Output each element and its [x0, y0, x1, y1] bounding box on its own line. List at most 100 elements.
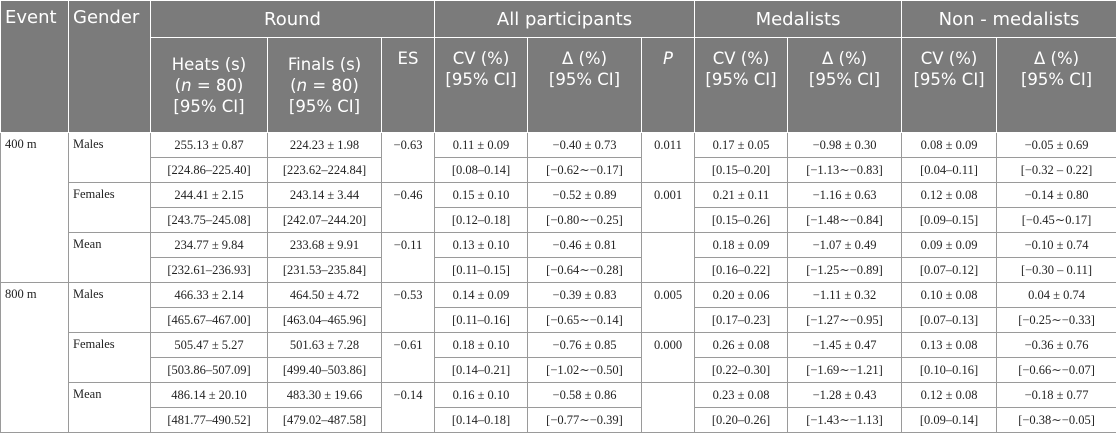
all-delta-ci: [−0.65∼−0.14] — [528, 308, 642, 333]
med-delta-ci: [−1.13∼−0.83] — [788, 158, 902, 183]
table-row-ci: [481.77–490.52] [479.02–487.58] [0.14–0.… — [1, 408, 1116, 433]
table-row-ci: [232.61–236.93] [231.53–235.84] [0.11–0.… — [1, 258, 1116, 283]
heats-ci: [503.86–507.09] — [151, 358, 268, 383]
med-delta-ci: [−1.27∼−0.95] — [788, 308, 902, 333]
non-cv-value: 0.08 ± 0.09 — [902, 133, 997, 158]
event-name: 800 m — [1, 283, 69, 433]
finals-ci: [231.53–235.84] — [268, 258, 382, 283]
non-delta-ci: [−0.30 – 0.11] — [997, 258, 1116, 283]
es-value: −0.14 — [382, 383, 435, 433]
header-heats: Heats (s) (n = 80) [95% CI] — [151, 38, 268, 133]
header-non-delta: Δ (%)[95% CI] — [997, 38, 1116, 133]
p-value — [642, 233, 695, 283]
es-value: −0.63 — [382, 133, 435, 183]
table-body: 400 m Males 255.13 ± 0.87 224.23 ± 1.98 … — [1, 133, 1116, 433]
non-delta-value: −0.18 ± 0.77 — [997, 383, 1116, 408]
all-delta-ci: [−0.64∼−0.28] — [528, 258, 642, 283]
finals-ci: [499.40–503.86] — [268, 358, 382, 383]
header-medalists: Medalists — [695, 1, 902, 38]
table-row-ci: [465.67–467.00] [463.04–465.96] [0.11–0.… — [1, 308, 1116, 333]
header-med-cv: CV (%)[95% CI] — [695, 38, 788, 133]
p-value — [642, 383, 695, 433]
non-cv-value: 0.09 ± 0.09 — [902, 233, 997, 258]
all-delta-ci: [−1.02∼−0.50] — [528, 358, 642, 383]
finals-ci: [463.04–465.96] — [268, 308, 382, 333]
non-cv-value: 0.13 ± 0.08 — [902, 333, 997, 358]
table-row-ci: [224.86–225.40] [223.62–224.84] [0.08–0.… — [1, 158, 1116, 183]
all-cv-ci: [0.08–0.14] — [435, 158, 528, 183]
med-delta-ci: [−1.25∼−0.89] — [788, 258, 902, 283]
gender-label: Mean — [69, 233, 151, 283]
heats-value: 486.14 ± 20.10 — [151, 383, 268, 408]
med-delta-ci: [−1.43∼−1.13] — [788, 408, 902, 433]
med-cv-value: 0.26 ± 0.08 — [695, 333, 788, 358]
heats-value: 244.41 ± 2.15 — [151, 183, 268, 208]
header-non-medalists: Non - medalists — [902, 1, 1116, 38]
finals-value: 243.14 ± 3.44 — [268, 183, 382, 208]
heats-value: 255.13 ± 0.87 — [151, 133, 268, 158]
table-row: 800 m Males 466.33 ± 2.14 464.50 ± 4.72 … — [1, 283, 1116, 308]
non-cv-value: 0.12 ± 0.08 — [902, 383, 997, 408]
non-delta-ci: [−0.45∼0.17] — [997, 208, 1116, 233]
all-cv-value: 0.14 ± 0.09 — [435, 283, 528, 308]
heats-ci: [224.86–225.40] — [151, 158, 268, 183]
med-cv-ci: [0.22–0.30] — [695, 358, 788, 383]
med-delta-ci: [−1.69∼−1.21] — [788, 358, 902, 383]
med-cv-value: 0.21 ± 0.11 — [695, 183, 788, 208]
header-finals: Finals (s) (n = 80) [95% CI] — [268, 38, 382, 133]
med-cv-ci: [0.15–0.20] — [695, 158, 788, 183]
non-cv-value: 0.10 ± 0.08 — [902, 283, 997, 308]
all-cv-ci: [0.14–0.21] — [435, 358, 528, 383]
heats-value: 466.33 ± 2.14 — [151, 283, 268, 308]
non-cv-ci: [0.07–0.12] — [902, 258, 997, 283]
non-cv-ci: [0.09–0.15] — [902, 208, 997, 233]
es-value: −0.11 — [382, 233, 435, 283]
gender-label: Females — [69, 333, 151, 383]
heats-ci: [481.77–490.52] — [151, 408, 268, 433]
non-delta-ci: [−0.38∼−0.05] — [997, 408, 1116, 433]
med-delta-value: −1.11 ± 0.32 — [788, 283, 902, 308]
header-med-delta: Δ (%)[95% CI] — [788, 38, 902, 133]
table-row: Mean 234.77 ± 9.84 233.68 ± 9.91 −0.11 0… — [1, 233, 1116, 258]
gender-label: Males — [69, 133, 151, 183]
all-delta-value: −0.46 ± 0.81 — [528, 233, 642, 258]
med-cv-ci: [0.20–0.26] — [695, 408, 788, 433]
header-non-cv: CV (%)[95% CI] — [902, 38, 997, 133]
all-delta-ci: [−0.62∼−0.17] — [528, 158, 642, 183]
finals-value: 464.50 ± 4.72 — [268, 283, 382, 308]
non-delta-value: 0.04 ± 0.74 — [997, 283, 1116, 308]
med-cv-value: 0.18 ± 0.09 — [695, 233, 788, 258]
finals-ci: [479.02–487.58] — [268, 408, 382, 433]
med-delta-value: −1.45 ± 0.47 — [788, 333, 902, 358]
gender-label: Males — [69, 283, 151, 333]
all-cv-ci: [0.11–0.15] — [435, 258, 528, 283]
finals-value: 233.68 ± 9.91 — [268, 233, 382, 258]
med-delta-value: −0.98 ± 0.30 — [788, 133, 902, 158]
non-delta-value: −0.05 ± 0.69 — [997, 133, 1116, 158]
non-delta-ci: [−0.25∼−0.33] — [997, 308, 1116, 333]
med-cv-ci: [0.16–0.22] — [695, 258, 788, 283]
heats-ci: [243.75–245.08] — [151, 208, 268, 233]
non-cv-ci: [0.04–0.11] — [902, 158, 997, 183]
all-delta-ci: [−0.80∼−0.25] — [528, 208, 642, 233]
non-delta-value: −0.36 ± 0.76 — [997, 333, 1116, 358]
all-cv-value: 0.15 ± 0.10 — [435, 183, 528, 208]
non-delta-value: −0.14 ± 0.80 — [997, 183, 1116, 208]
all-cv-value: 0.18 ± 0.10 — [435, 333, 528, 358]
table-row-ci: [503.86–507.09] [499.40–503.86] [0.14–0.… — [1, 358, 1116, 383]
all-delta-value: −0.39 ± 0.83 — [528, 283, 642, 308]
non-cv-ci: [0.09–0.14] — [902, 408, 997, 433]
all-delta-value: −0.76 ± 0.85 — [528, 333, 642, 358]
med-cv-value: 0.17 ± 0.05 — [695, 133, 788, 158]
header-all-participants: All participants — [435, 1, 695, 38]
p-value: 0.005 — [642, 283, 695, 333]
table-row: 400 m Males 255.13 ± 0.87 224.23 ± 1.98 … — [1, 133, 1116, 158]
all-cv-ci: [0.14–0.18] — [435, 408, 528, 433]
table-row: Females 244.41 ± 2.15 243.14 ± 3.44 −0.4… — [1, 183, 1116, 208]
table-row: Mean 486.14 ± 20.10 483.30 ± 19.66 −0.14… — [1, 383, 1116, 408]
finals-ci: [242.07–244.20] — [268, 208, 382, 233]
gender-label: Mean — [69, 383, 151, 433]
p-value: 0.011 — [642, 133, 695, 183]
p-value: 0.000 — [642, 333, 695, 383]
